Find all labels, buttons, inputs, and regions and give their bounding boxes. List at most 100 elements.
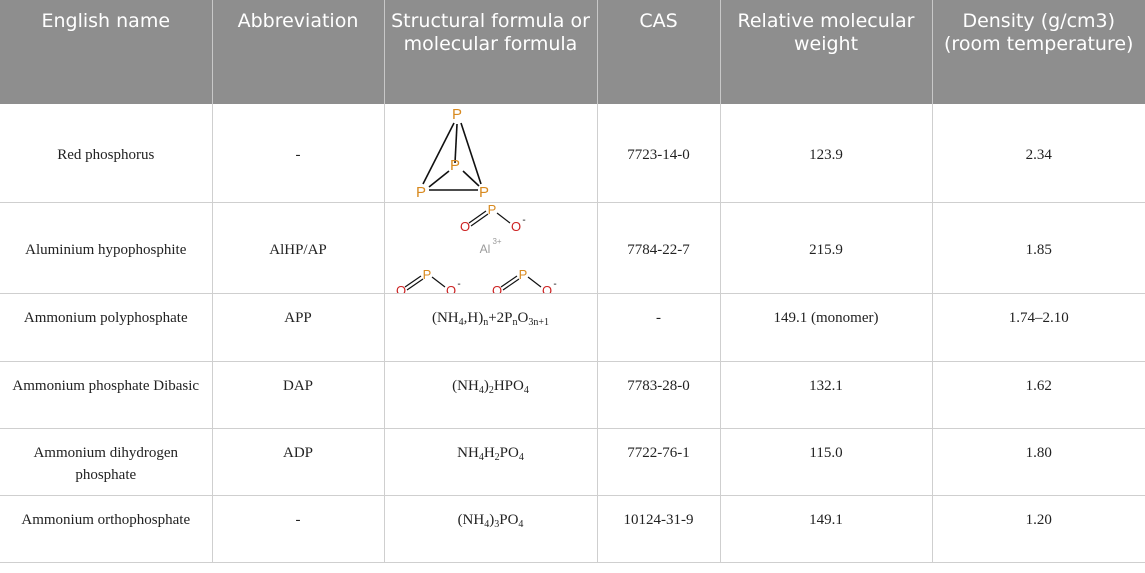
cell-abbreviation: - [212,495,385,563]
cell-density: 1.85 [932,202,1145,294]
atom-o-single: O [510,219,520,234]
density-text: 1.85 [1025,241,1052,258]
cell-abbreviation: AlHP/AP [212,202,385,294]
cell-abbreviation: ADP [212,428,385,496]
molecular-weight-text: 123.9 [809,147,843,163]
molecular-formula: (NH4)3PO4 [457,511,524,530]
abbreviation-text: ADP [282,444,313,461]
atom-p-left: P [415,184,425,201]
atom-o-double: O [395,283,405,293]
cell-structure: (NH4)3PO4 [384,495,598,563]
hypophosphite-group-top: O P O - [459,203,525,234]
cell-abbreviation: APP [212,293,385,362]
cell-molecular-weight: 123.9 [720,104,933,203]
cell-english-name: Aluminium hypophosphite [0,202,213,294]
abbreviation-text: DAP [282,377,313,394]
abbreviation-text: - [295,147,301,163]
cas-text: 10124-31-9 [623,511,694,528]
cell-density: 1.80 [932,428,1145,496]
molecular-weight-text: 115.0 [809,444,843,461]
cas-text: 7783-28-0 [627,377,690,394]
table-row: Ammonium orthophosphate - (NH4)3PO4 1012… [0,495,1145,563]
cell-cas: 7723-14-0 [597,104,721,203]
atom-p-top: P [451,106,461,123]
density-text: 2.34 [1025,147,1052,163]
table-row: Ammonium phosphate Dibasic DAP (NH4)2HPO… [0,361,1145,429]
header-structural-formula: Structural formula or molecular formula [384,0,598,104]
cell-molecular-weight: 149.1 [720,495,933,563]
table-row: Red phosphorus - P P P [0,104,1145,203]
cas-text: 7784-22-7 [627,241,690,258]
hypophosphite-group-right: O P O - [491,267,556,293]
p4-tetrahedron-structure: P P P P [415,106,488,201]
cas-text: - [656,309,661,326]
cell-structure: P P P P [384,104,598,203]
cell-structure: O P O - Al 3+ O P O [384,202,598,294]
cell-cas: - [597,293,721,362]
header-density: Density (g/cm3) (room temperature) [932,0,1145,104]
table-row: Ammonium polyphosphate APP (NH4,H)n+2PnO… [0,293,1145,362]
density-text: 1.20 [1025,511,1052,528]
atom-p: P [487,203,496,217]
name-text: Ammonium phosphate Dibasic [12,377,200,394]
cell-english-name: Ammonium polyphosphate [0,293,213,362]
cell-density: 1.74–2.10 [932,293,1145,362]
cell-molecular-weight: 115.0 [720,428,933,496]
molecular-weight-text: 149.1 (monomer) [773,309,879,326]
cell-abbreviation: - [212,104,385,203]
cell-english-name: Ammonium phosphate Dibasic [0,361,213,429]
name-text: Ammonium dihydrogen phosphate [33,444,179,483]
table-row: Aluminium hypophosphite AlHP/AP O P O - [0,202,1145,294]
table-row: Ammonium dihydrogen phosphate ADP NH4H2P… [0,428,1145,496]
cell-molecular-weight: 149.1 (monomer) [720,293,933,362]
molecular-formula: NH4H2PO4 [457,444,524,463]
cell-abbreviation: DAP [212,361,385,429]
name-text: Red phosphorus [57,147,155,163]
header-abbreviation: Abbreviation [212,0,385,104]
cas-text: 7722-76-1 [627,444,690,461]
cell-molecular-weight: 132.1 [720,361,933,429]
abbreviation-text: AlHP/AP [269,241,327,258]
atom-p: P [422,267,431,282]
cell-english-name: Red phosphorus [0,104,213,203]
atom-o-double: O [491,283,501,293]
header-english-name: English name [0,0,213,104]
molecular-formula: (NH4,H)n+2PnO3n+1 [431,309,550,328]
cell-density: 1.62 [932,361,1145,429]
atom-p: P [518,267,527,282]
density-text: 1.62 [1025,377,1052,394]
name-text: Ammonium orthophosphate [21,511,191,528]
atom-o-single: O [541,283,551,293]
cell-structure: (NH4)2HPO4 [384,361,598,429]
molecular-weight-text: 215.9 [809,241,843,258]
cell-density: 1.20 [932,495,1145,563]
cell-cas: 7784-22-7 [597,202,721,294]
cell-structure: NH4H2PO4 [384,428,598,496]
header-cas: CAS [597,0,721,104]
charge-minus: - [522,215,525,226]
molecular-formula: (NH4)2HPO4 [452,377,529,396]
name-text: Ammonium polyphosphate [23,309,188,326]
name-text: Aluminium hypophosphite [25,241,187,258]
cell-cas: 7783-28-0 [597,361,721,429]
molecular-weight-text: 149.1 [809,511,843,528]
header-molecular-weight: Relative molecular weight [720,0,933,104]
abbreviation-text: APP [284,309,312,326]
molecular-weight-text: 132.1 [809,377,843,394]
hypophosphite-group-left: O P O - [395,267,460,293]
density-text: 1.74–2.10 [1008,309,1069,326]
atom-al: Al [479,242,490,256]
aluminium-hypophosphite-structure: O P O - Al 3+ O P O [395,203,556,293]
atom-p-center: P [449,157,459,174]
cell-cas: 7722-76-1 [597,428,721,496]
al-charge: 3+ [492,237,501,246]
atom-p-right: P [478,184,488,201]
cas-text: 7723-14-0 [627,147,690,163]
abbreviation-text: - [295,511,301,528]
header-row: English name Abbreviation Structural for… [0,0,1145,104]
cell-english-name: Ammonium dihydrogen phosphate [0,428,213,496]
cell-molecular-weight: 215.9 [720,202,933,294]
cell-cas: 10124-31-9 [597,495,721,563]
charge-minus: - [553,279,556,290]
